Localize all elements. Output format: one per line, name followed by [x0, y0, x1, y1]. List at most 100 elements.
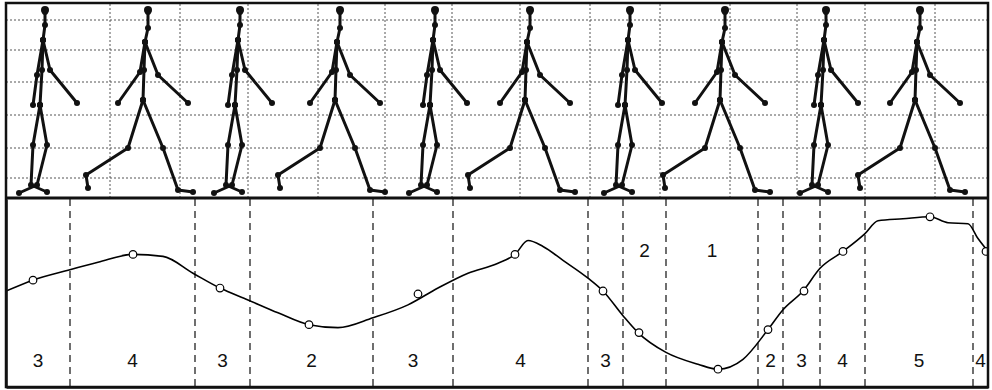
stick-joint [317, 145, 323, 151]
stick-joint [140, 97, 146, 103]
stick-joint [912, 97, 918, 103]
stick-figure [601, 6, 665, 196]
stick-joint [557, 187, 563, 193]
stick-limb [917, 42, 960, 103]
stick-joint [42, 22, 48, 28]
stick-joint [334, 39, 340, 45]
stick-joint [811, 142, 817, 148]
stick-joint [429, 67, 435, 73]
stick-joint [332, 97, 338, 103]
segment-bound [782, 199, 783, 387]
stick-limb [722, 42, 765, 103]
stick-head [721, 6, 729, 14]
stick-limb [858, 100, 915, 188]
stick-joint [917, 25, 923, 31]
stick-joint [909, 69, 915, 75]
stick-limb [19, 105, 47, 193]
stick-joint [239, 142, 245, 148]
stick-limb [310, 42, 337, 103]
stick-limb [468, 100, 525, 188]
segment-bound [249, 199, 250, 387]
stick-figure [275, 6, 388, 195]
stick-joint [277, 185, 283, 191]
gait-grid-line [6, 178, 988, 179]
stick-joint [717, 97, 723, 103]
stick-joint [527, 25, 533, 31]
stick-joint [825, 189, 831, 195]
stick-joint [823, 22, 829, 28]
stick-joint [332, 97, 338, 103]
stick-joint [702, 145, 708, 151]
marker [599, 287, 607, 295]
stick-limb [604, 105, 632, 193]
stick-joint [269, 100, 275, 106]
gait-grid-line [865, 4, 866, 197]
stick-joint [619, 182, 625, 188]
segment-bound [587, 199, 588, 387]
stick-limb [145, 42, 188, 103]
stick-limb [720, 100, 770, 192]
segment-label: 3 [796, 350, 807, 371]
stick-joint [815, 182, 821, 188]
stick-joint [821, 37, 827, 43]
stick-joint [622, 102, 628, 108]
curve [6, 217, 988, 369]
stick-joint [337, 25, 343, 31]
stick-joint [430, 37, 436, 43]
stick-joint [232, 102, 238, 108]
stick-joint [115, 100, 121, 106]
figure-frame [6, 3, 988, 387]
stick-joint [427, 102, 433, 108]
stick-limb [433, 40, 467, 103]
stick-joint [175, 187, 181, 193]
stick-joint [522, 97, 528, 103]
marker [714, 365, 722, 373]
stick-joint [83, 172, 89, 178]
gait-grid-line [180, 4, 181, 197]
stick-joint [692, 100, 698, 106]
segment-labels: 34323432123454 [33, 240, 987, 371]
stick-joint [211, 190, 217, 196]
stick-joint [16, 190, 22, 196]
stick-joint [235, 37, 241, 43]
stick-joint [659, 100, 665, 106]
stick-joint [40, 37, 46, 43]
gait-grid-line [452, 4, 453, 197]
stick-joint [622, 102, 628, 108]
stick-limb [663, 100, 720, 188]
stick-joint [424, 72, 430, 78]
stick-limb [278, 100, 335, 188]
stick-joint [821, 37, 827, 43]
stick-joint [142, 39, 148, 45]
stick-figure [465, 6, 578, 195]
stick-joint [914, 39, 920, 45]
stick-joint [125, 145, 131, 151]
stick-joint [797, 190, 803, 196]
panel-divider [6, 197, 988, 200]
stick-joint [542, 145, 548, 151]
stick-joint [625, 37, 631, 43]
stick-joint [242, 67, 248, 73]
stick-joint [615, 102, 621, 108]
stick-joint [437, 67, 443, 73]
marker [635, 329, 643, 337]
stick-limb [618, 40, 628, 105]
segment-label: 2 [765, 350, 776, 371]
stick-joint [229, 182, 235, 188]
stick-joint [275, 172, 281, 178]
segment-label: 3 [217, 350, 228, 371]
gait-grid [6, 4, 988, 197]
stick-limb [525, 100, 575, 192]
stick-head [431, 6, 439, 14]
stick-joint [627, 22, 633, 28]
stick-limb [335, 100, 385, 192]
stick-head [822, 6, 830, 14]
stick-joint [857, 185, 863, 191]
stick-joint [185, 100, 191, 106]
stick-limb [500, 42, 527, 103]
stick-joint [572, 189, 578, 195]
marker [839, 248, 847, 256]
segment-label: 4 [837, 350, 848, 371]
stick-joint [737, 145, 743, 151]
gait-grid-line [520, 4, 521, 197]
